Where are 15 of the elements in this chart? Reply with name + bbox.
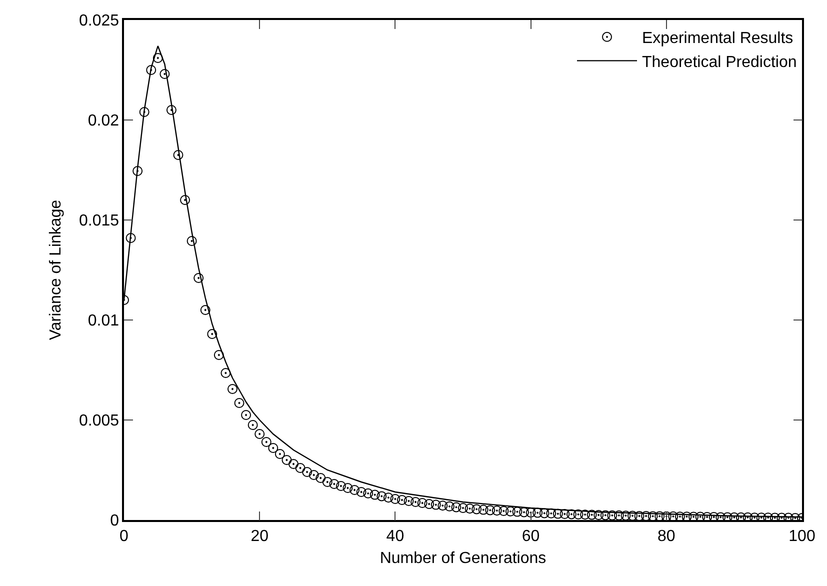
y-tick-label: 0.02	[88, 112, 120, 130]
x-tick-label: 100	[788, 528, 816, 545]
x-tick-label: 40	[386, 528, 404, 545]
y-tick-label: 0.005	[79, 412, 120, 430]
y-tick-label: 0	[110, 512, 120, 530]
x-tick-label: 60	[522, 528, 540, 545]
legend-label: Theoretical Prediction	[642, 54, 797, 71]
y-tick-label: 0.01	[88, 312, 120, 330]
y-tick-label: 0.015	[79, 212, 120, 230]
y-tick-label: 0.025	[79, 12, 120, 30]
legend-label: Experimental Results	[642, 30, 794, 48]
x-axis-title: Number of Generations	[380, 550, 546, 568]
y-axis-title: Variance of Linkage	[47, 200, 64, 340]
x-tick-label: 20	[250, 528, 269, 545]
x-tick-label: 80	[658, 528, 676, 545]
